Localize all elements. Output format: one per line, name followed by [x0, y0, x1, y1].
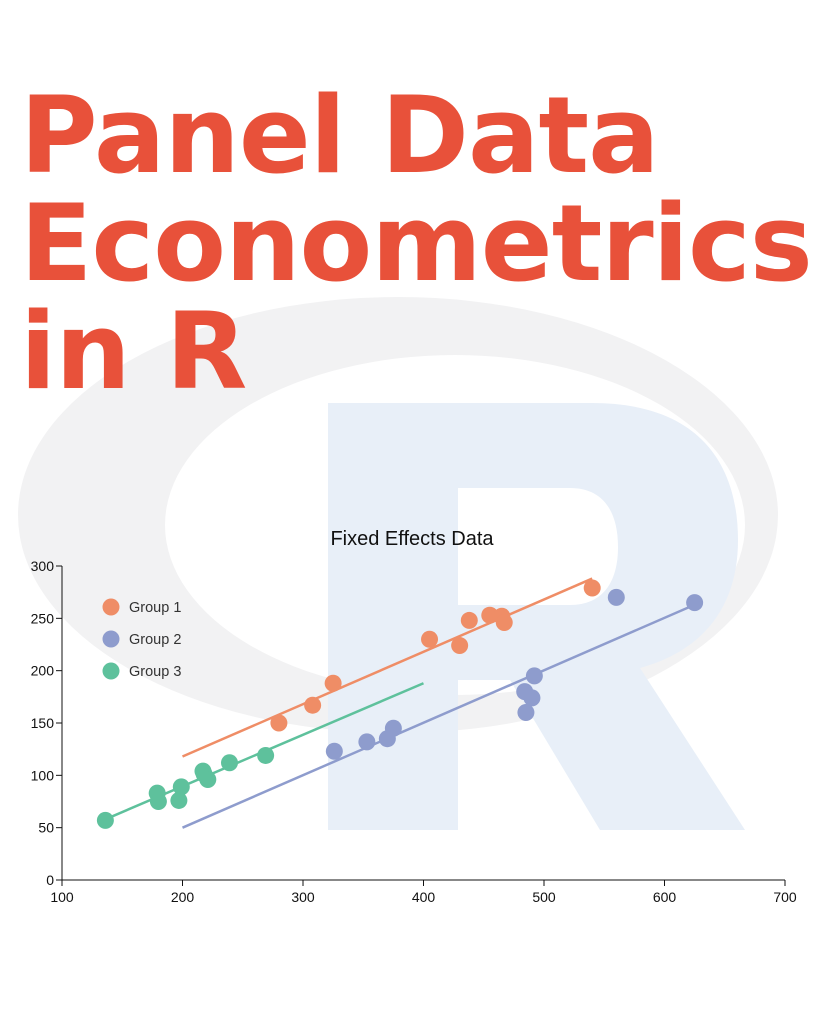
data-point-group-3 [257, 746, 275, 764]
x-tick-label: 700 [773, 889, 797, 905]
x-tick-label: 100 [50, 889, 74, 905]
data-point-group-1 [304, 696, 322, 714]
legend-label-group-1: Group 1 [129, 600, 181, 616]
legend-label-group-2: Group 2 [129, 632, 181, 648]
y-tick-label: 100 [31, 767, 55, 783]
data-point-group-1 [460, 611, 478, 629]
data-point-group-3 [199, 771, 217, 789]
data-point-group-1 [451, 637, 469, 655]
y-tick-label: 150 [31, 715, 55, 731]
data-point-group-2 [607, 588, 625, 606]
x-tick-label: 600 [653, 889, 677, 905]
chart-title: Fixed Effects Data [330, 528, 494, 550]
data-point-group-1 [270, 714, 288, 732]
x-tick-label: 200 [171, 889, 195, 905]
page-title: Panel Data Econometrics in R [20, 74, 813, 413]
data-point-group-3 [170, 791, 188, 809]
data-point-group-2 [686, 594, 704, 612]
data-point-group-2 [525, 667, 543, 685]
title-line-3: in R [20, 290, 247, 413]
data-points [96, 579, 704, 829]
y-tick-label: 50 [38, 820, 54, 836]
data-point-group-2 [523, 689, 541, 707]
fit-line-group-2 [182, 603, 696, 829]
data-point-group-1 [324, 674, 342, 692]
fit-lines [104, 577, 696, 829]
data-point-group-2 [384, 719, 402, 737]
data-point-group-3 [220, 754, 238, 772]
y-tick-label: 250 [31, 610, 55, 626]
legend-swatch-group-3 [102, 662, 120, 680]
legend-swatch-group-1 [102, 598, 120, 616]
data-point-group-1 [583, 579, 601, 597]
r-logo-ring [18, 297, 778, 733]
x-tick-label: 500 [532, 889, 556, 905]
y-tick-label: 0 [46, 872, 54, 888]
data-point-group-2 [517, 704, 535, 722]
r-logo-letter [328, 403, 745, 830]
y-tick-label: 300 [31, 558, 55, 574]
fit-line-group-1 [182, 577, 593, 758]
axes: 100 200 300 400 500 600 700 0 50 100 150 200 250 300 [31, 558, 797, 905]
data-point-group-2 [358, 733, 376, 751]
y-tick-label: 200 [31, 663, 55, 679]
legend-swatch-group-2 [102, 630, 120, 648]
x-tick-label: 300 [291, 889, 315, 905]
data-point-group-3 [172, 778, 190, 796]
data-point-group-2 [325, 742, 343, 760]
legend: Group 1 Group 2 Group 3 [102, 598, 181, 680]
data-point-group-3 [96, 811, 114, 829]
data-point-group-1 [421, 630, 439, 648]
legend-label-group-3: Group 3 [129, 664, 181, 680]
x-tick-label: 400 [412, 889, 436, 905]
data-point-group-3 [149, 793, 167, 810]
data-point-group-1 [495, 614, 513, 632]
title-line-2: Econometrics [20, 182, 813, 305]
title-line-1: Panel Data [20, 74, 660, 197]
